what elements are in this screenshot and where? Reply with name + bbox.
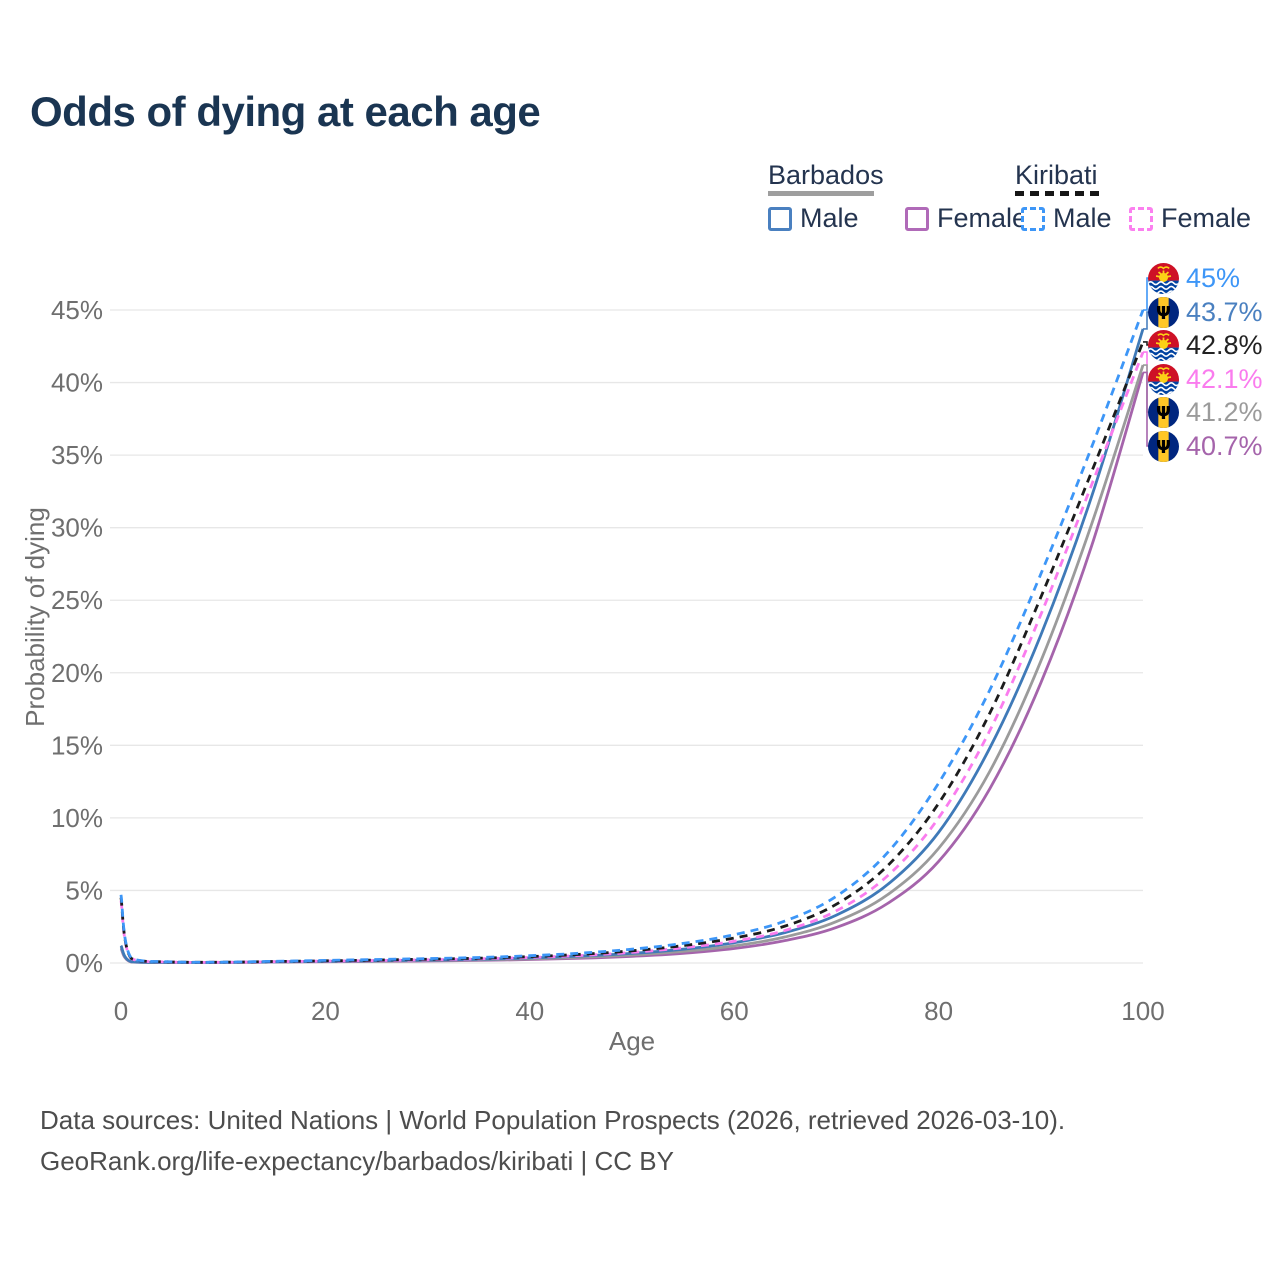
footer-line-1: Data sources: United Nations | World Pop… (40, 1105, 1066, 1135)
kiribati-female-swatch-icon (1129, 206, 1153, 231)
kiribati-flag-icon (1148, 263, 1179, 294)
page-title: Odds of dying at each age (30, 88, 541, 135)
kiribati-flag-icon (1148, 330, 1179, 361)
legend-item-kiribati-female[interactable]: Female (1129, 203, 1251, 234)
series-line-kiribati-male[interactable] (119, 309, 1145, 964)
end-label-barbados-both: 41.2% (1148, 396, 1263, 428)
end-value: 43.7% (1186, 296, 1263, 327)
barbados-male-swatch-icon (768, 206, 792, 231)
barbados-flag-icon (1148, 297, 1179, 328)
y-tick-label: 30% (51, 513, 103, 543)
y-tick-label: 35% (51, 440, 103, 470)
legend-kiribati-dashed-line-swatch (1015, 191, 1101, 196)
x-tick-label: 40 (515, 996, 544, 1026)
x-tick-label: 80 (924, 996, 953, 1026)
end-label-barbados-female: 40.7% (1148, 430, 1263, 462)
legend-group-kiribati: Kiribati (1015, 160, 1098, 190)
legend-label: Female (1161, 203, 1252, 233)
y-tick-label: 45% (51, 295, 103, 325)
data-source-footer: Data sources: United Nations | World Pop… (40, 1100, 1065, 1182)
legend-label: Male (800, 203, 859, 233)
series-line-kiribati-female[interactable] (119, 351, 1145, 964)
x-tick-label: 0 (114, 996, 128, 1026)
y-tick-label: 0% (65, 948, 103, 978)
y-tick-label: 10% (51, 803, 103, 833)
end-value: 41.2% (1186, 396, 1263, 427)
y-tick-label: 5% (65, 875, 103, 905)
y-tick-label: 20% (51, 658, 103, 688)
legend-label: Female (937, 203, 1028, 233)
series-line-barbados-female[interactable] (119, 372, 1145, 965)
end-value: 42.1% (1186, 363, 1263, 394)
end-value: 45% (1186, 262, 1241, 293)
legend-item-kiribati-male[interactable]: Male (1021, 203, 1112, 234)
end-value: 42.8% (1186, 329, 1263, 360)
end-label-kiribati-female: 42.1% (1148, 363, 1263, 395)
legend-item-barbados-male[interactable]: Male (768, 203, 859, 234)
end-value: 40.7% (1186, 430, 1263, 461)
legend-item-barbados-female[interactable]: Female (905, 203, 1027, 234)
x-tick-label: 60 (720, 996, 749, 1026)
legend-label: Male (1053, 203, 1112, 233)
x-tick-label: 100 (1121, 996, 1164, 1026)
end-label-barbados-male: 43.7% (1148, 296, 1263, 328)
barbados-flag-icon (1148, 431, 1179, 462)
y-axis-title: Probability of dying (20, 507, 50, 727)
barbados-female-swatch-icon (905, 206, 929, 231)
x-axis-title: Age (609, 1026, 655, 1056)
barbados-flag-icon (1148, 397, 1179, 428)
kiribati-male-swatch-icon (1021, 206, 1045, 231)
footer-line-2: GeoRank.org/life-expectancy/barbados/kir… (40, 1146, 674, 1176)
end-label-kiribati-both: 42.8% (1148, 329, 1263, 361)
end-label-kiribati-male: 45% (1148, 262, 1240, 294)
x-tick-label: 20 (311, 996, 340, 1026)
y-tick-label: 25% (51, 585, 103, 615)
y-tick-label: 40% (51, 368, 103, 398)
y-tick-label: 15% (51, 730, 103, 760)
legend-group-barbados: Barbados (768, 160, 884, 190)
mortality-line-chart[interactable]: 0% 5% 10% 15% 20% 25% 30% 35% 40% 45% 0 20 40 60 80 100… (0, 250, 1280, 1080)
series-line-kiribati-both-sexes[interactable] (119, 341, 1145, 964)
legend-barbados-solid-line-swatch (768, 191, 874, 196)
series-line-barbados-male[interactable] (119, 328, 1145, 964)
kiribati-flag-icon (1148, 364, 1179, 395)
